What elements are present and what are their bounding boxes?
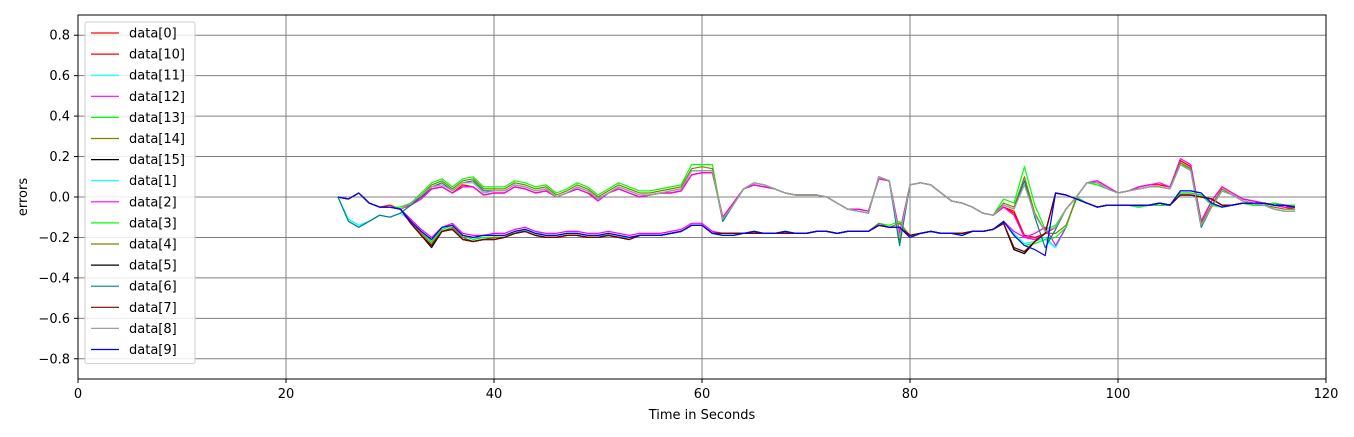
grid-lines	[77, 15, 1327, 379]
x-tick-label: 60	[694, 387, 711, 402]
y-tick-label: 0.0	[49, 191, 70, 206]
legend-label: data[10]	[129, 48, 185, 63]
series-line	[337, 158, 1295, 241]
x-tick-label: 120	[1314, 387, 1339, 402]
series-line	[337, 190, 1295, 257]
legend-label: data[0]	[129, 27, 177, 42]
legend: data[0] data[10] data[11] data[12] data[13] d…	[84, 21, 196, 365]
x-tick-label: 0	[74, 387, 82, 402]
y-tick-label: −0.8	[38, 352, 70, 367]
legend-label: data[2]	[129, 195, 177, 210]
legend-label: data[9]	[129, 343, 177, 358]
x-axis-ticks: 0 20 40 60 80 100 120	[74, 379, 1339, 402]
series-line	[337, 192, 1295, 255]
x-tick-label: 100	[1106, 387, 1131, 402]
legend-label: data[13]	[129, 111, 185, 126]
series-line	[337, 160, 1295, 241]
legend-label: data[3]	[129, 216, 177, 231]
legend-label: data[5]	[129, 259, 177, 274]
series-line	[337, 190, 1295, 249]
legend-label: data[11]	[129, 69, 185, 84]
y-tick-label: 0.6	[49, 69, 70, 84]
legend-label: data[14]	[129, 132, 185, 147]
y-tick-label: 0.2	[49, 150, 70, 165]
series-line	[337, 190, 1295, 249]
legend-label: data[8]	[129, 322, 177, 337]
legend-label: data[12]	[129, 90, 185, 105]
series-line	[337, 192, 1295, 253]
y-tick-label: −0.6	[38, 312, 70, 327]
y-tick-label: 0.4	[49, 110, 70, 125]
legend-label: data[6]	[129, 280, 177, 295]
series-lines	[337, 158, 1295, 257]
series-line	[337, 192, 1295, 253]
x-tick-label: 40	[486, 387, 503, 402]
series-line	[337, 162, 1295, 243]
legend-label: data[1]	[129, 174, 177, 189]
x-axis-label: Time in Seconds	[648, 408, 756, 423]
x-tick-label: 80	[902, 387, 919, 402]
legend-box	[84, 21, 196, 365]
y-tick-label: 0.8	[49, 29, 70, 44]
y-axis-ticks: −0.8 −0.6 −0.4 −0.2 0.0 0.2 0.4 0.6 0.8	[38, 29, 78, 367]
legend-label: data[7]	[129, 301, 177, 316]
y-tick-label: −0.2	[38, 231, 70, 246]
series-line	[337, 160, 1295, 238]
series-line	[337, 162, 1295, 241]
x-tick-label: 20	[278, 387, 295, 402]
legend-label: data[15]	[129, 153, 185, 168]
series-line	[337, 192, 1295, 255]
series-line	[337, 164, 1295, 238]
y-axis-label: errors	[16, 178, 31, 216]
y-tick-label: −0.4	[38, 271, 70, 286]
legend-label: data[4]	[129, 238, 177, 253]
